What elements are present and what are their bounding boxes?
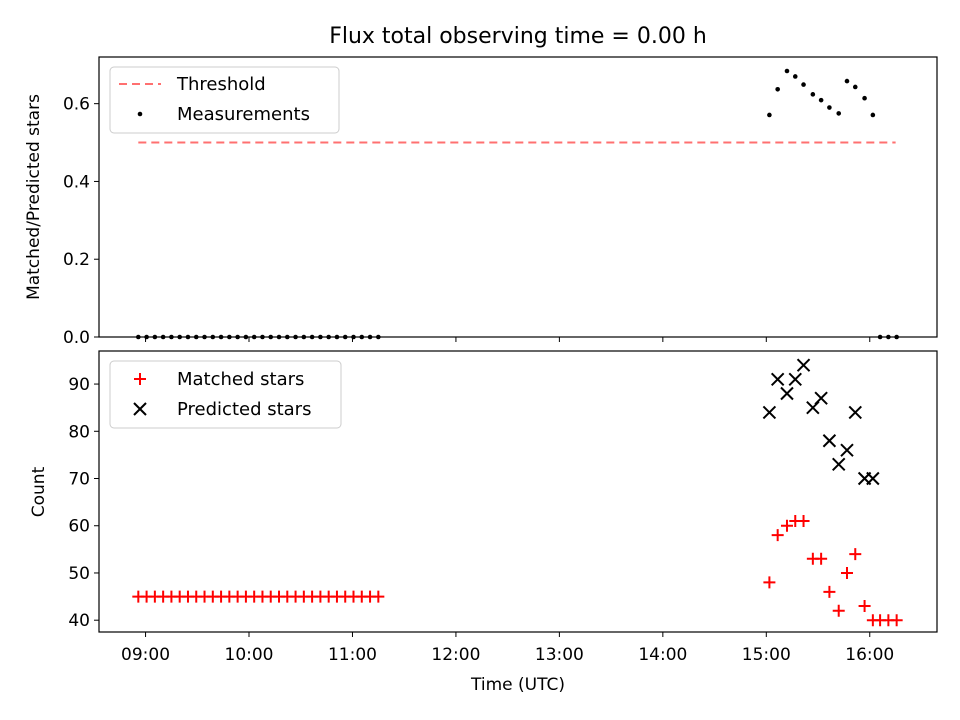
measurements-point bbox=[810, 92, 816, 97]
ratio-y-tick-label: 0.2 bbox=[63, 250, 90, 270]
count-panel-frame bbox=[98, 350, 938, 633]
legend-matched-label: Matched stars bbox=[177, 369, 304, 390]
chart-title: Flux total observing time = 0.00 h bbox=[329, 24, 707, 49]
ratio-y-tick-label: 0.6 bbox=[63, 95, 90, 115]
count-y-tick-label: 90 bbox=[68, 375, 90, 395]
x-axis-label: Time (UTC) bbox=[470, 675, 565, 695]
ratio-panel-ylabel: Matched/Predicted stars bbox=[24, 94, 44, 300]
ratio-y-tick-label: 0.4 bbox=[63, 172, 90, 192]
ratio-panel-legend: Threshold Measurements bbox=[109, 66, 340, 134]
measurements-point bbox=[801, 82, 806, 87]
legend-measurements-swatch bbox=[137, 111, 143, 117]
x-tick-label: 12:00 bbox=[431, 645, 480, 665]
legend-threshold-label: Threshold bbox=[176, 74, 266, 95]
legend-matched-swatch bbox=[134, 373, 146, 385]
predicted-stars-point bbox=[822, 434, 837, 448]
matched-stars-point bbox=[832, 604, 845, 617]
measurements-point bbox=[844, 78, 850, 84]
x-tick-label: 13:00 bbox=[535, 645, 584, 665]
predicted-stars-point bbox=[796, 358, 811, 372]
ratio-panel-frame bbox=[98, 56, 938, 338]
x-tick-label: 10:00 bbox=[225, 645, 274, 665]
measurements-point bbox=[784, 68, 790, 74]
x-tick-label: 16:00 bbox=[845, 645, 894, 665]
predicted-stars-point bbox=[848, 405, 862, 420]
measurements-point bbox=[767, 112, 772, 118]
matched-stars-point bbox=[780, 519, 793, 532]
count-y-tick-label: 40 bbox=[68, 611, 90, 631]
measurements-point bbox=[827, 105, 832, 110]
predicted-stars-point bbox=[832, 457, 846, 472]
predicted-stars-point bbox=[866, 471, 880, 486]
predicted-stars-point bbox=[780, 386, 794, 401]
ratio-panel: 0.0 0.2 0.4 0.6 Matched/Predicted stars Thr… bbox=[24, 56, 938, 348]
x-tick-label: 14:00 bbox=[638, 645, 687, 665]
measurements-point bbox=[775, 86, 780, 92]
measurements-point bbox=[852, 84, 858, 90]
count-y-tick-label: 60 bbox=[68, 517, 90, 537]
predicted-stars-point bbox=[788, 372, 802, 387]
count-y-tick-label: 70 bbox=[68, 470, 90, 490]
count-panel-legend: Matched stars Predicted stars bbox=[109, 360, 342, 429]
x-tick-label: 09:00 bbox=[121, 645, 170, 665]
predicted-stars-point bbox=[814, 391, 828, 405]
matched-stars-point bbox=[372, 590, 385, 603]
predicted-stars-point bbox=[840, 443, 854, 457]
count-panel-ylabel: Count bbox=[29, 466, 49, 517]
matched-stars-point bbox=[849, 548, 862, 561]
count-y-tick-label: 80 bbox=[68, 422, 90, 442]
legend-predicted-label: Predicted stars bbox=[177, 399, 311, 420]
measurements-point bbox=[862, 95, 867, 101]
matched-stars-point bbox=[890, 614, 903, 627]
ratio-legend-box bbox=[109, 66, 340, 134]
x-tick-label: 15:00 bbox=[742, 645, 791, 665]
matched-stars-point bbox=[797, 515, 810, 528]
matched-stars-point bbox=[858, 600, 871, 613]
matched-stars-point bbox=[823, 585, 836, 598]
legend-measurements-label: Measurements bbox=[177, 104, 310, 125]
measurements-point bbox=[836, 111, 842, 116]
measurements-point bbox=[792, 74, 798, 79]
measurements-point bbox=[818, 97, 824, 103]
predicted-stars-point bbox=[762, 405, 777, 420]
matched-stars-point bbox=[840, 566, 853, 579]
predicted-stars-point bbox=[770, 372, 785, 387]
matched-stars-point bbox=[763, 576, 776, 589]
ratio-y-tick-label: 0.0 bbox=[63, 328, 90, 348]
legend-predicted-swatch bbox=[133, 402, 147, 416]
count-panel: 40 50 60 70 80 90 09:00 10:00 11:00 12:00 13:00 14… bbox=[29, 350, 938, 695]
measurements-point bbox=[870, 112, 876, 118]
count-y-tick-label: 50 bbox=[68, 564, 90, 584]
count-legend-box bbox=[109, 360, 342, 429]
matched-stars-point bbox=[771, 529, 784, 542]
matched-stars-point bbox=[815, 552, 828, 565]
x-tick-label: 11:00 bbox=[328, 645, 377, 665]
